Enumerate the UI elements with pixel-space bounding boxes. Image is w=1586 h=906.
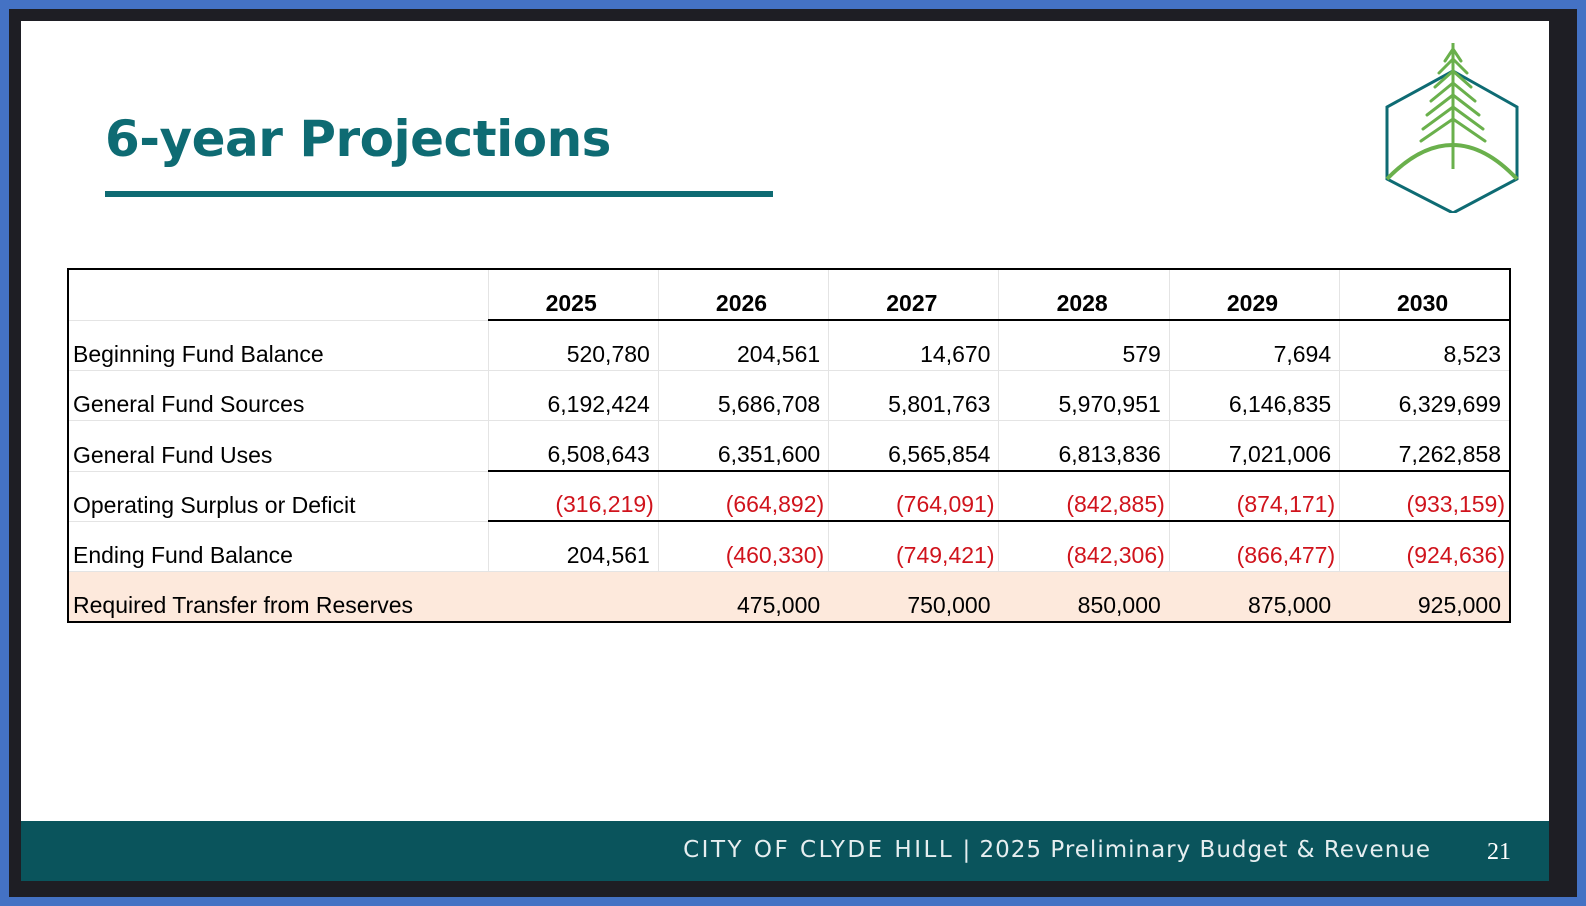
cell-value: 7,021,006 [1168,420,1341,472]
year-header: 2025 [487,268,659,321]
cell-value: 875,000 [1168,571,1341,623]
cell-value-negative: (866,477) [1168,520,1341,572]
year-header: 2030 [1339,268,1511,321]
cell-value: 6,351,600 [657,420,830,472]
cell-value: 6,329,699 [1339,370,1511,421]
cell-value: 204,561 [487,520,659,572]
page-number: 21 [1487,839,1511,865]
year-header: 2027 [828,268,1000,321]
cell-value-negative: (842,885) [998,470,1170,522]
tree-hexagon-logo-icon [1385,43,1519,213]
footer-subtitle: 2025 Preliminary Budget & Revenue [979,837,1431,863]
row-label: Required Transfer from Reserves [67,571,489,623]
cell-value-negative: (764,091) [828,470,1000,522]
table-row: Ending Fund Balance 204,561 (460,330) (7… [67,520,1511,572]
page-title: 6-year Projections [105,110,611,168]
row-label: General Fund Uses [67,420,489,472]
table-row: General Fund Sources 6,192,424 5,686,708… [67,370,1511,421]
cell-value: 520,780 [487,319,659,371]
year-header: 2028 [998,268,1170,321]
projections-table: 2025 2026 2027 2028 2029 2030 Beginning … [67,268,1511,623]
row-label: General Fund Sources [67,370,489,421]
cell-value: 475,000 [657,571,830,623]
year-header: 2029 [1168,268,1341,321]
header-label-blank [67,268,489,321]
table-row: Beginning Fund Balance 520,780 204,561 1… [67,319,1511,371]
table-row-highlighted: Required Transfer from Reserves 475,000 … [67,571,1511,623]
cell-value: 8,523 [1339,319,1511,371]
cell-value-negative: (874,171) [1168,470,1341,522]
cell-value: 579 [998,319,1170,371]
row-label: Beginning Fund Balance [67,319,489,371]
cell-value: 850,000 [998,571,1170,623]
cell-value: 7,262,858 [1339,420,1511,472]
cell-value: 7,694 [1168,319,1341,371]
footer-caption: CITY OF CLYDE HILL | 2025 Preliminary Bu… [683,837,1431,863]
footer-city: CITY OF CLYDE HILL [683,837,955,863]
cell-value: 925,000 [1339,571,1511,623]
row-label: Ending Fund Balance [67,520,489,572]
footer-separator: | [954,837,980,863]
cell-value-negative: (316,219) [487,470,659,522]
cell-value: 5,970,951 [998,370,1170,421]
cell-value-negative: (924,636) [1339,520,1511,572]
cell-value-negative: (933,159) [1339,470,1511,522]
cell-value [487,571,659,623]
slide: 6-year Projections 2025 2026 2027 2028 2… [21,21,1549,881]
cell-value: 5,686,708 [657,370,830,421]
cell-value-negative: (749,421) [828,520,1000,572]
cell-value: 6,508,643 [487,420,659,472]
table-row: General Fund Uses 6,508,643 6,351,600 6,… [67,420,1511,472]
cell-value-negative: (664,892) [657,470,830,522]
table-header-row: 2025 2026 2027 2028 2029 2030 [67,268,1511,321]
cell-value: 204,561 [657,319,830,371]
cell-value-negative: (842,306) [998,520,1170,572]
year-header: 2026 [657,268,830,321]
cell-value: 750,000 [828,571,1000,623]
footer-bar: CITY OF CLYDE HILL | 2025 Preliminary Bu… [21,821,1549,881]
cell-value: 6,192,424 [487,370,659,421]
cell-value: 6,565,854 [828,420,1000,472]
cell-value: 6,813,836 [998,420,1170,472]
cell-value: 14,670 [828,319,1000,371]
title-underline [105,191,773,197]
cell-value-negative: (460,330) [657,520,830,572]
cell-value: 5,801,763 [828,370,1000,421]
row-label: Operating Surplus or Deficit [67,470,489,522]
cell-value: 6,146,835 [1168,370,1341,421]
table-row: Operating Surplus or Deficit (316,219) (… [67,470,1511,522]
